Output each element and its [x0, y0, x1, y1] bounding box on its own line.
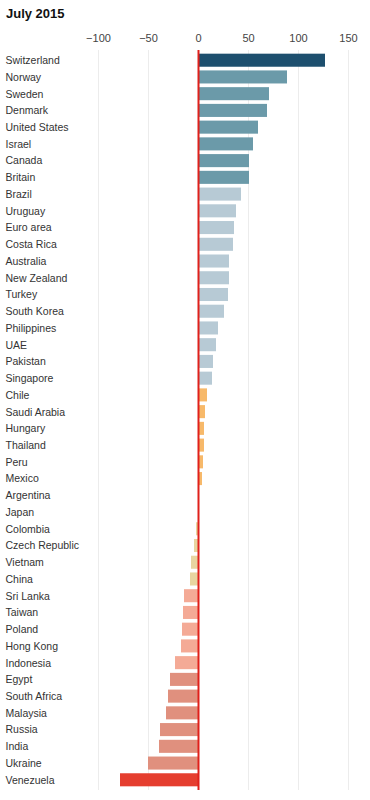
svg-text:Mexico: Mexico	[6, 472, 39, 484]
svg-text:Philippines: Philippines	[6, 322, 57, 334]
svg-text:Argentina: Argentina	[6, 489, 51, 501]
svg-text:Peru: Peru	[6, 456, 28, 468]
svg-text:0: 0	[195, 32, 201, 44]
svg-text:Indonesia: Indonesia	[6, 657, 52, 669]
svg-text:Australia: Australia	[6, 255, 47, 267]
svg-text:Singapore: Singapore	[6, 372, 54, 384]
svg-text:Czech Republic: Czech Republic	[6, 539, 80, 551]
svg-text:Sri Lanka: Sri Lanka	[6, 590, 51, 602]
svg-text:Pakistan: Pakistan	[6, 355, 46, 367]
svg-text:Poland: Poland	[6, 623, 39, 635]
svg-text:Chile: Chile	[6, 389, 30, 401]
svg-text:100: 100	[289, 32, 307, 44]
svg-text:Canada: Canada	[6, 154, 43, 166]
svg-text:Venezuela: Venezuela	[6, 774, 55, 786]
svg-text:Uruguay: Uruguay	[6, 205, 46, 217]
svg-text:50: 50	[242, 32, 254, 44]
svg-text:Colombia: Colombia	[6, 523, 51, 535]
svg-text:Japan: Japan	[6, 506, 35, 518]
svg-text:Britain: Britain	[6, 171, 36, 183]
svg-text:Costa Rica: Costa Rica	[6, 238, 58, 250]
svg-text:Norway: Norway	[6, 71, 42, 83]
svg-text:Sweden: Sweden	[6, 88, 44, 100]
svg-text:Switzerland: Switzerland	[6, 54, 60, 66]
svg-text:Saudi Arabia: Saudi Arabia	[6, 405, 66, 417]
svg-text:Euro area: Euro area	[6, 221, 52, 233]
svg-text:Ukraine: Ukraine	[6, 757, 42, 769]
svg-text:Turkey: Turkey	[6, 288, 38, 300]
svg-text:Thailand: Thailand	[6, 439, 46, 451]
svg-text:China: China	[6, 573, 34, 585]
svg-text:150: 150	[339, 32, 357, 44]
html-text:July 2015: July 2015	[6, 6, 65, 21]
svg-text:Russia: Russia	[6, 723, 38, 735]
svg-text:Taiwan: Taiwan	[6, 606, 39, 618]
svg-text:India: India	[6, 740, 29, 752]
svg-text:−50: −50	[139, 32, 158, 44]
svg-text:−100: −100	[86, 32, 111, 44]
svg-text:South Korea: South Korea	[6, 305, 65, 317]
svg-text:Brazil: Brazil	[6, 188, 32, 200]
svg-text:Egypt: Egypt	[6, 673, 33, 685]
svg-text:Denmark: Denmark	[6, 104, 49, 116]
svg-text:New Zealand: New Zealand	[6, 272, 68, 284]
svg-text:Vietnam: Vietnam	[6, 556, 45, 568]
svg-text:Israel: Israel	[6, 138, 32, 150]
svg-text:Malaysia: Malaysia	[6, 707, 48, 719]
svg-text:UAE: UAE	[6, 339, 28, 351]
svg-text:United States: United States	[6, 121, 69, 133]
svg-text:South Africa: South Africa	[6, 690, 63, 702]
svg-text:Hungary: Hungary	[6, 422, 46, 434]
svg-text:Hong Kong: Hong Kong	[6, 640, 59, 652]
